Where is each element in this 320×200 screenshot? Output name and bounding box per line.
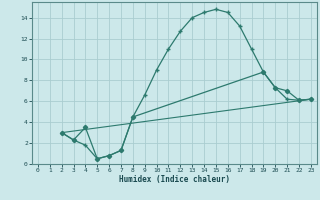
X-axis label: Humidex (Indice chaleur): Humidex (Indice chaleur): [119, 175, 230, 184]
